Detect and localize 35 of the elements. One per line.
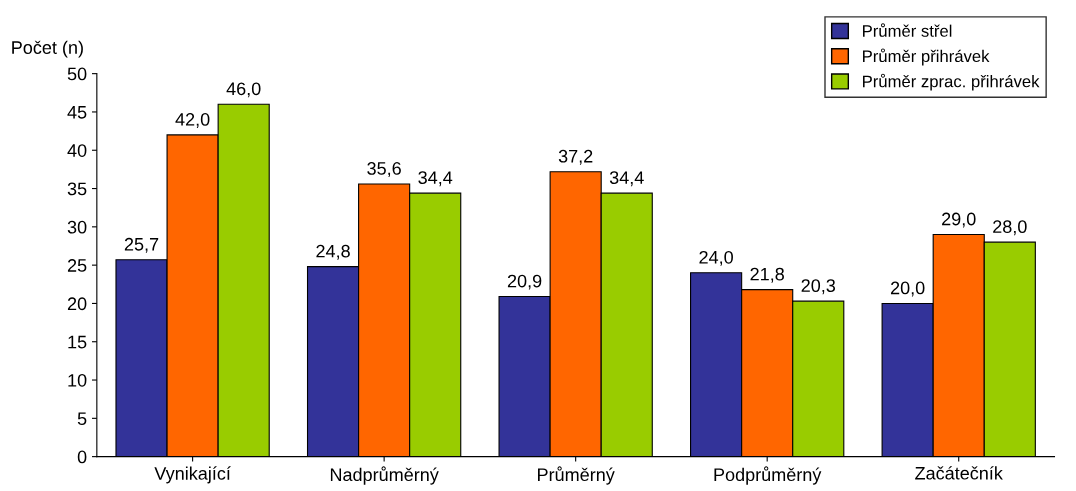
y-tick-label: 25 bbox=[67, 259, 87, 272]
data-label: 34,4 bbox=[418, 171, 453, 187]
y-tick-label: 0 bbox=[77, 450, 87, 464]
y-tick-label: 35 bbox=[67, 182, 87, 196]
x-tick-label: Nadprůměrný bbox=[330, 466, 439, 485]
x-tick-label: Začátečník bbox=[915, 466, 1003, 480]
legend-label: Průměr přihrávek bbox=[863, 48, 990, 66]
legend-label: Průměr zprac. přihrávek bbox=[863, 73, 1040, 91]
y-tick-label: 50 bbox=[67, 67, 87, 81]
data-label: 46,0 bbox=[226, 82, 261, 98]
y-tick-label: 30 bbox=[67, 220, 87, 234]
data-label: 34,4 bbox=[609, 171, 644, 187]
legend-label: Průměr střel bbox=[863, 23, 952, 37]
data-label: 28,0 bbox=[993, 220, 1027, 236]
data-label: 24,0 bbox=[699, 250, 733, 266]
data-label: 29,0 bbox=[942, 212, 976, 228]
y-tick-label: 45 bbox=[67, 106, 87, 119]
y-tick-label: 15 bbox=[68, 335, 87, 349]
data-label: 24,8 bbox=[316, 244, 350, 260]
y-tick-label: 10 bbox=[68, 373, 87, 387]
x-tick-label: Vynikající bbox=[154, 466, 231, 484]
data-label: 20,0 bbox=[890, 281, 925, 297]
x-tick-label: Podprůměrný bbox=[714, 466, 822, 485]
y-tick-label: 5 bbox=[77, 412, 87, 426]
y-tick-label: 40 bbox=[67, 144, 87, 157]
y-axis-title: Počet (n) bbox=[12, 40, 83, 58]
data-label: 20,9 bbox=[507, 274, 542, 290]
data-label: 21,8 bbox=[750, 267, 784, 283]
data-label: 42,0 bbox=[175, 113, 210, 128]
y-tick-label: 20 bbox=[67, 297, 87, 311]
data-label: 35,6 bbox=[367, 162, 401, 177]
data-label: 25,7 bbox=[124, 237, 159, 253]
data-label: 37,2 bbox=[558, 149, 593, 165]
x-tick-label: Průměrný bbox=[538, 466, 615, 485]
data-label: 20,3 bbox=[801, 279, 836, 295]
